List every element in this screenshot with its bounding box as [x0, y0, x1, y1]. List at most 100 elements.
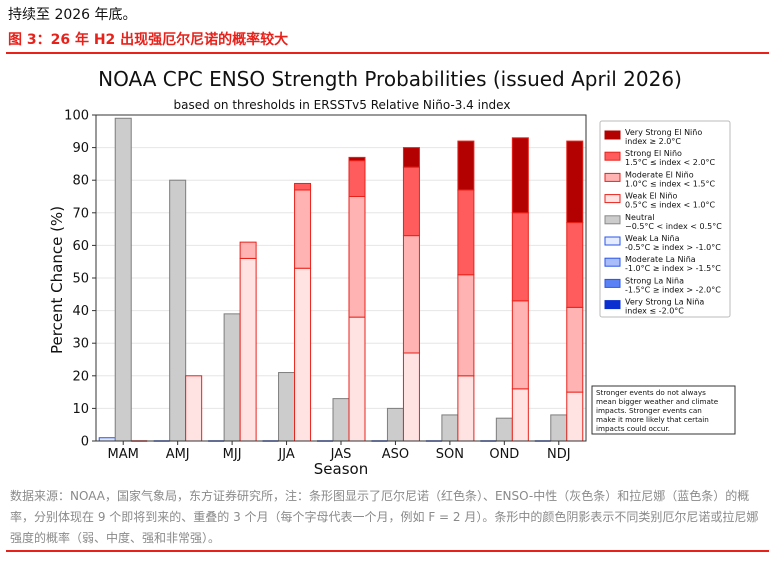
legend-range: -0.5°C ≥ index > -1.0°C: [625, 243, 721, 252]
neutral-bar: [441, 414, 459, 442]
enso-chart: NOAA CPC ENSO Strength Probabilities (is…: [48, 67, 736, 478]
el-nino-weak-segment: [239, 257, 257, 442]
annotation-line: make it more likely that certain: [596, 415, 709, 424]
legend-range: -1.0°C ≥ index > -1.5°C: [625, 264, 721, 273]
el-nino-weak-segment: [185, 375, 203, 442]
annotation-line: impacts. Stronger events can: [596, 406, 702, 415]
el-nino-very-strong-segment: [402, 147, 420, 168]
legend-label: Moderate La Niña: [625, 255, 696, 264]
legend-range: 0.5°C ≤ index < 1.0°C: [625, 201, 715, 210]
el-nino-strong-segment: [457, 189, 475, 276]
legend-label: Very Strong La Niña: [625, 298, 704, 307]
x-tick-label: NDJ: [547, 447, 571, 462]
el-nino-weak-segment: [294, 267, 312, 442]
y-axis-label: Percent Chance (%): [48, 206, 66, 354]
y-tick-label: 40: [72, 304, 89, 319]
annotation-line: Stronger events do not always: [596, 388, 706, 397]
el-nino-strong-segment: [511, 212, 529, 302]
legend-label: Moderate El Niño: [625, 170, 694, 179]
x-tick-label: ASO: [382, 447, 409, 462]
top-note: 持续至 2026 年底。: [8, 7, 137, 23]
legend-label: Strong La Niña: [625, 276, 684, 285]
annotation-frame: [591, 385, 736, 435]
bottom-divider: [6, 550, 769, 552]
el-nino-very-strong-segment: [511, 137, 529, 214]
neutral-bar: [386, 407, 404, 442]
el-nino-strong-segment: [348, 160, 366, 197]
el-nino-moderate-segment: [239, 241, 257, 259]
legend-range: index ≤ -2.0°C: [625, 307, 684, 316]
neutral-bar: [114, 117, 132, 442]
y-tick-label: 50: [72, 272, 89, 287]
legend-frame: [599, 120, 731, 318]
el-nino-strong-segment: [566, 222, 584, 308]
el-nino-very-strong-segment: [457, 140, 475, 191]
x-tick-label: MJJ: [223, 447, 242, 462]
figure-label: 图 3：26 年 H2 出现强厄尔尼诺的概率较大: [8, 32, 289, 48]
y-tick-label: 90: [72, 141, 89, 156]
x-tick-label: AMJ: [166, 447, 190, 462]
legend-label: Strong El Niño: [625, 149, 682, 158]
y-tick-label: 0: [81, 435, 89, 450]
legend-swatch: [604, 257, 621, 267]
legend-swatch: [604, 278, 621, 288]
el-nino-moderate-segment: [402, 235, 420, 354]
el-nino-weak-segment: [348, 316, 366, 442]
y-tick-label: 30: [72, 337, 89, 352]
x-axis-label: Season: [314, 460, 368, 478]
y-tick-label: 10: [72, 402, 89, 417]
el-nino-strong-segment: [402, 166, 420, 237]
y-tick-label: 100: [64, 109, 89, 124]
x-tick-label: JJA: [277, 447, 294, 462]
neutral-bar: [278, 372, 296, 442]
legend-label: Very Strong El Niño: [625, 128, 702, 137]
legend-swatch: [604, 300, 621, 310]
legend-range: 1.0°C ≤ index < 1.5°C: [625, 179, 715, 188]
el-nino-moderate-segment: [511, 300, 529, 390]
legend-swatch: [604, 194, 621, 204]
el-nino-weak-segment: [511, 388, 529, 442]
neutral-bar: [332, 398, 350, 442]
x-tick-label: SON: [436, 447, 464, 462]
bars-layer: [98, 117, 584, 442]
el-nino-weak-segment: [402, 352, 420, 442]
legend-range: -1.5°C ≥ index > -2.0°C: [625, 285, 721, 294]
legend-label: Weak El Niño: [625, 192, 678, 201]
chart-title: NOAA CPC ENSO Strength Probabilities (is…: [98, 67, 682, 91]
top-divider: [6, 52, 769, 54]
el-nino-weak-segment: [457, 375, 475, 442]
el-nino-moderate-segment: [348, 196, 366, 318]
legend-swatch: [604, 130, 621, 140]
legend-range: index ≥ 2.0°C: [625, 137, 681, 146]
y-tick-label: 80: [72, 174, 89, 189]
el-nino-very-strong-segment: [566, 140, 584, 224]
neutral-bar: [223, 313, 241, 442]
x-tick-label: JAS: [330, 447, 352, 462]
annotation-line: mean bigger weather and climate: [596, 397, 719, 406]
el-nino-strong-segment: [294, 182, 312, 191]
neutral-bar: [550, 414, 568, 442]
legend-swatch: [604, 172, 621, 182]
legend-range: −0.5°C < index < 0.5°C: [625, 222, 722, 231]
y-tick-label: 60: [72, 239, 89, 254]
el-nino-moderate-segment: [457, 274, 475, 377]
x-tick-label: OND: [489, 447, 519, 462]
neutral-bar: [169, 179, 187, 442]
x-tick-label: MAM: [108, 447, 139, 462]
annotation-line: impacts could occur.: [596, 424, 670, 433]
y-tick-label: 20: [72, 369, 89, 384]
legend-range: 1.5°C ≤ index < 2.0°C: [625, 158, 715, 167]
el-nino-very-strong-segment: [348, 156, 366, 162]
legend-swatch: [604, 215, 621, 225]
el-nino-weak-segment: [566, 391, 584, 442]
legend-swatch: [604, 236, 621, 246]
chart-subtitle: based on thresholds in ERSSTv5 Relative …: [174, 98, 511, 112]
neutral-bar: [495, 417, 513, 442]
legend-swatch: [604, 151, 621, 161]
axes-layer: 0 10 20 30 40 50 60 70 80 90 100 MAM AMJ MJJ JJA JAS ASO…: [64, 109, 587, 462]
y-tick-label: 70: [72, 206, 89, 221]
el-nino-moderate-segment: [566, 306, 584, 393]
source-note: 数据来源：NOAA，国家气象局，东方证券研究所，注：条形图显示了厄尔尼诺（红色条…: [10, 489, 759, 545]
